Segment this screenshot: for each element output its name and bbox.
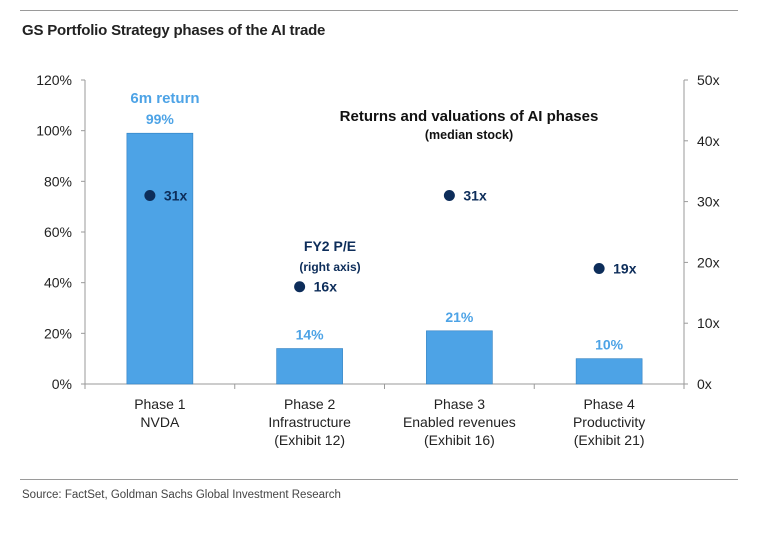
page-title: GS Portfolio Strategy phases of the AI t… — [22, 22, 326, 39]
bar — [426, 330, 493, 385]
left-tick-label: 80% — [44, 173, 72, 189]
pe-value-label: 31x — [463, 188, 487, 204]
category-label: Phase 2 — [284, 396, 336, 412]
pe-marker — [593, 262, 605, 274]
right-tick-label: 10x — [697, 315, 720, 331]
right-tick-label: 30x — [697, 194, 720, 210]
bar-value-label: 21% — [445, 309, 474, 325]
left-tick-label: 20% — [44, 325, 72, 341]
category-label: (Exhibit 21) — [574, 432, 645, 448]
left-tick-label: 0% — [52, 376, 72, 392]
bar — [276, 348, 343, 385]
left-tick-label: 100% — [36, 123, 72, 139]
category-label: Phase 1 — [134, 396, 186, 412]
category-label: Enabled revenues — [403, 414, 516, 430]
chart-axes: 0% 20% 40% 60% 80% 100% 120% 0x 10x 20x 30x 40x 50x P… — [36, 72, 719, 448]
category-label: Phase 3 — [434, 396, 486, 412]
left-tick-label: 120% — [36, 72, 72, 88]
category-label: Infrastructure — [268, 414, 351, 430]
right-tick-label: 20x — [697, 254, 720, 270]
category-label: (Exhibit 12) — [274, 432, 345, 448]
pe-marker — [443, 190, 455, 202]
top-rule — [20, 10, 738, 11]
legend-pe-label: FY2 P/E — [304, 238, 356, 254]
pe-value-label: 19x — [613, 260, 637, 276]
right-tick-label: 40x — [697, 133, 720, 149]
chart-title: Returns and valuations of AI phases — [340, 108, 599, 125]
category-label: NVDA — [140, 414, 180, 430]
right-tick-label: 50x — [697, 72, 720, 88]
source-note: Source: FactSet, Goldman Sachs Global In… — [22, 489, 341, 501]
pe-marker — [144, 190, 156, 202]
bar-value-label: 14% — [296, 327, 325, 343]
bar-group: 99% 14% 21% 10% — [126, 111, 643, 385]
pe-marker — [294, 281, 306, 293]
marker-group: 31x 16x 31x 19x — [144, 188, 637, 295]
category-label: (Exhibit 16) — [424, 432, 495, 448]
left-tick-label: 40% — [44, 275, 72, 291]
category-label: Phase 4 — [583, 396, 635, 412]
chart-subtitle: (median stock) — [425, 128, 513, 142]
pe-value-label: 31x — [164, 188, 188, 204]
pe-value-label: 16x — [314, 279, 338, 295]
legend-returns-label: 6m return — [130, 90, 199, 107]
left-tick-label: 60% — [44, 224, 72, 240]
category-label: Productivity — [573, 414, 645, 430]
bottom-rule — [20, 479, 738, 480]
bar-value-label: 10% — [595, 337, 624, 353]
right-tick-label: 0x — [697, 376, 712, 392]
bar — [575, 358, 643, 385]
bar — [126, 132, 194, 385]
bar-value-label: 99% — [146, 111, 175, 127]
legend-pe-note: (right axis) — [299, 260, 360, 274]
